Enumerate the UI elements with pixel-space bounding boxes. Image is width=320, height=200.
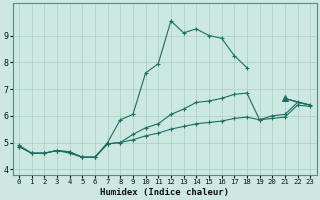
- X-axis label: Humidex (Indice chaleur): Humidex (Indice chaleur): [100, 188, 229, 197]
